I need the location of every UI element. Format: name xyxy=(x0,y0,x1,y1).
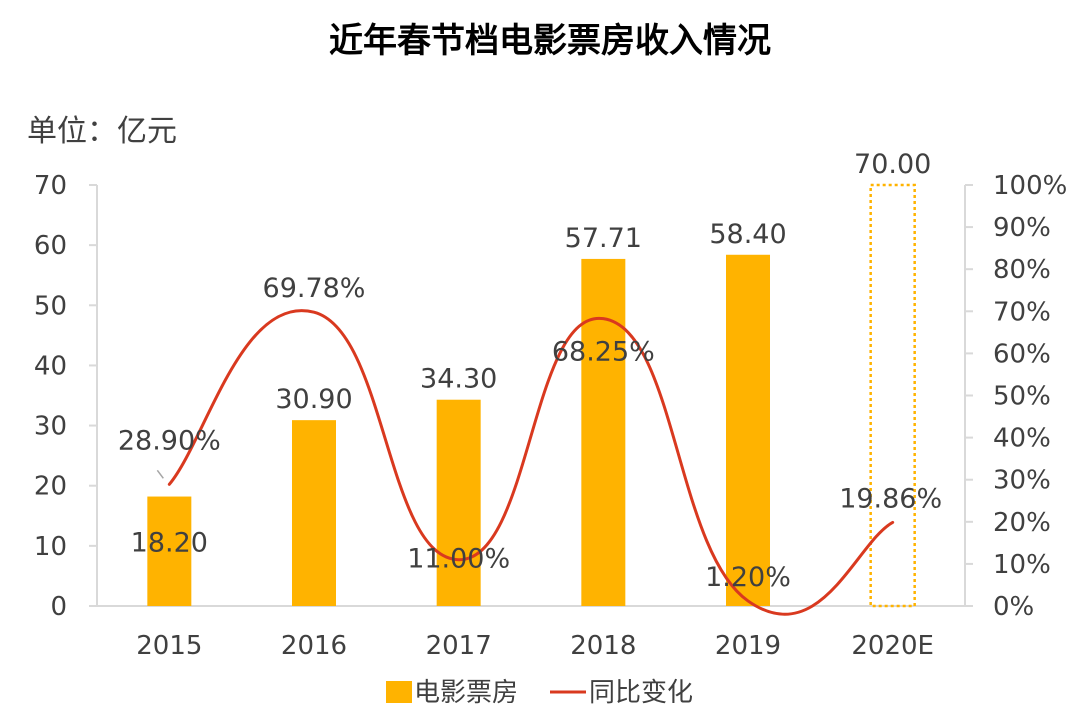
bar-value-label: 70.00 xyxy=(854,149,931,180)
x-tick-label: 2015 xyxy=(136,631,202,661)
bar-estimate xyxy=(869,183,916,608)
bar-value-label: 18.20 xyxy=(131,528,208,559)
yoy-value-label: 19.86% xyxy=(839,483,942,514)
y-left-tick-label: 20 xyxy=(34,472,67,502)
yoy-value-label: 28.90% xyxy=(118,425,221,456)
legend: 电影票房 同比变化 xyxy=(386,678,693,708)
data-labels: 18.20 30.90 34.30 57.71 58.40 70.00 28.90% 69.7… xyxy=(118,149,942,593)
y-right-tick-label: 40% xyxy=(993,424,1051,454)
x-tick-label: 2017 xyxy=(426,631,492,661)
bar xyxy=(147,496,192,606)
yoy-value-label: 68.25% xyxy=(552,337,655,368)
axes: 0 10 20 30 40 50 60 70 0% 10% 20% 30% 40% 50% 60% 70% 80… xyxy=(34,171,1067,661)
legend-label-yoy: 同比变化 xyxy=(589,678,693,708)
y-left-tick-label: 30 xyxy=(34,412,67,442)
y-right-tick-label: 60% xyxy=(993,339,1051,369)
y-left-tick-label: 10 xyxy=(34,532,67,562)
y-right-tick-label: 70% xyxy=(993,297,1051,327)
bar xyxy=(726,254,770,606)
yoy-value-label: 69.78% xyxy=(263,273,366,304)
bar xyxy=(436,399,481,606)
yoy-value-label: 11.00% xyxy=(407,544,510,575)
y-left-tick-label: 60 xyxy=(34,231,67,261)
yoy-value-label: 1.20% xyxy=(705,562,791,593)
legend-swatch-box-office xyxy=(386,681,412,703)
x-tick-label: 2019 xyxy=(715,631,781,661)
bar-value-label: 30.90 xyxy=(275,384,352,415)
y-left-tick-label: 50 xyxy=(34,291,67,321)
bar xyxy=(581,258,626,606)
y-left-tick-label: 40 xyxy=(34,351,67,381)
y-right-tick-label: 100% xyxy=(993,171,1067,201)
y-right-tick-label: 30% xyxy=(993,466,1051,496)
y-right-tick-label: 80% xyxy=(993,255,1051,285)
y-right-tick-label: 90% xyxy=(993,213,1051,243)
y-right-tick-label: 0% xyxy=(993,592,1034,622)
y-left-tick-label: 0 xyxy=(50,592,67,622)
yoy-line-layer xyxy=(167,309,895,616)
x-tick-label: 2016 xyxy=(281,631,347,661)
bar xyxy=(292,420,336,606)
y-right-tick-label: 20% xyxy=(993,508,1051,538)
y-right-tick-label: 50% xyxy=(993,382,1051,412)
label-leader-line xyxy=(156,469,164,479)
bar-value-label: 34.30 xyxy=(420,364,497,395)
x-tick-label: 2018 xyxy=(570,631,636,661)
legend-label-box-office: 电影票房 xyxy=(414,678,518,708)
unit-label: 单位：亿元 xyxy=(27,114,177,149)
x-tick-label: 2020E xyxy=(851,631,934,661)
bar-value-label: 58.40 xyxy=(709,219,786,250)
y-right-tick-label: 10% xyxy=(993,550,1051,580)
y-left-tick-label: 70 xyxy=(34,171,67,201)
chart-title: 近年春节档电影票房收入情况 xyxy=(329,21,771,61)
bars xyxy=(147,183,916,608)
yoy-line xyxy=(167,309,895,616)
bar-value-label: 57.71 xyxy=(565,223,642,254)
